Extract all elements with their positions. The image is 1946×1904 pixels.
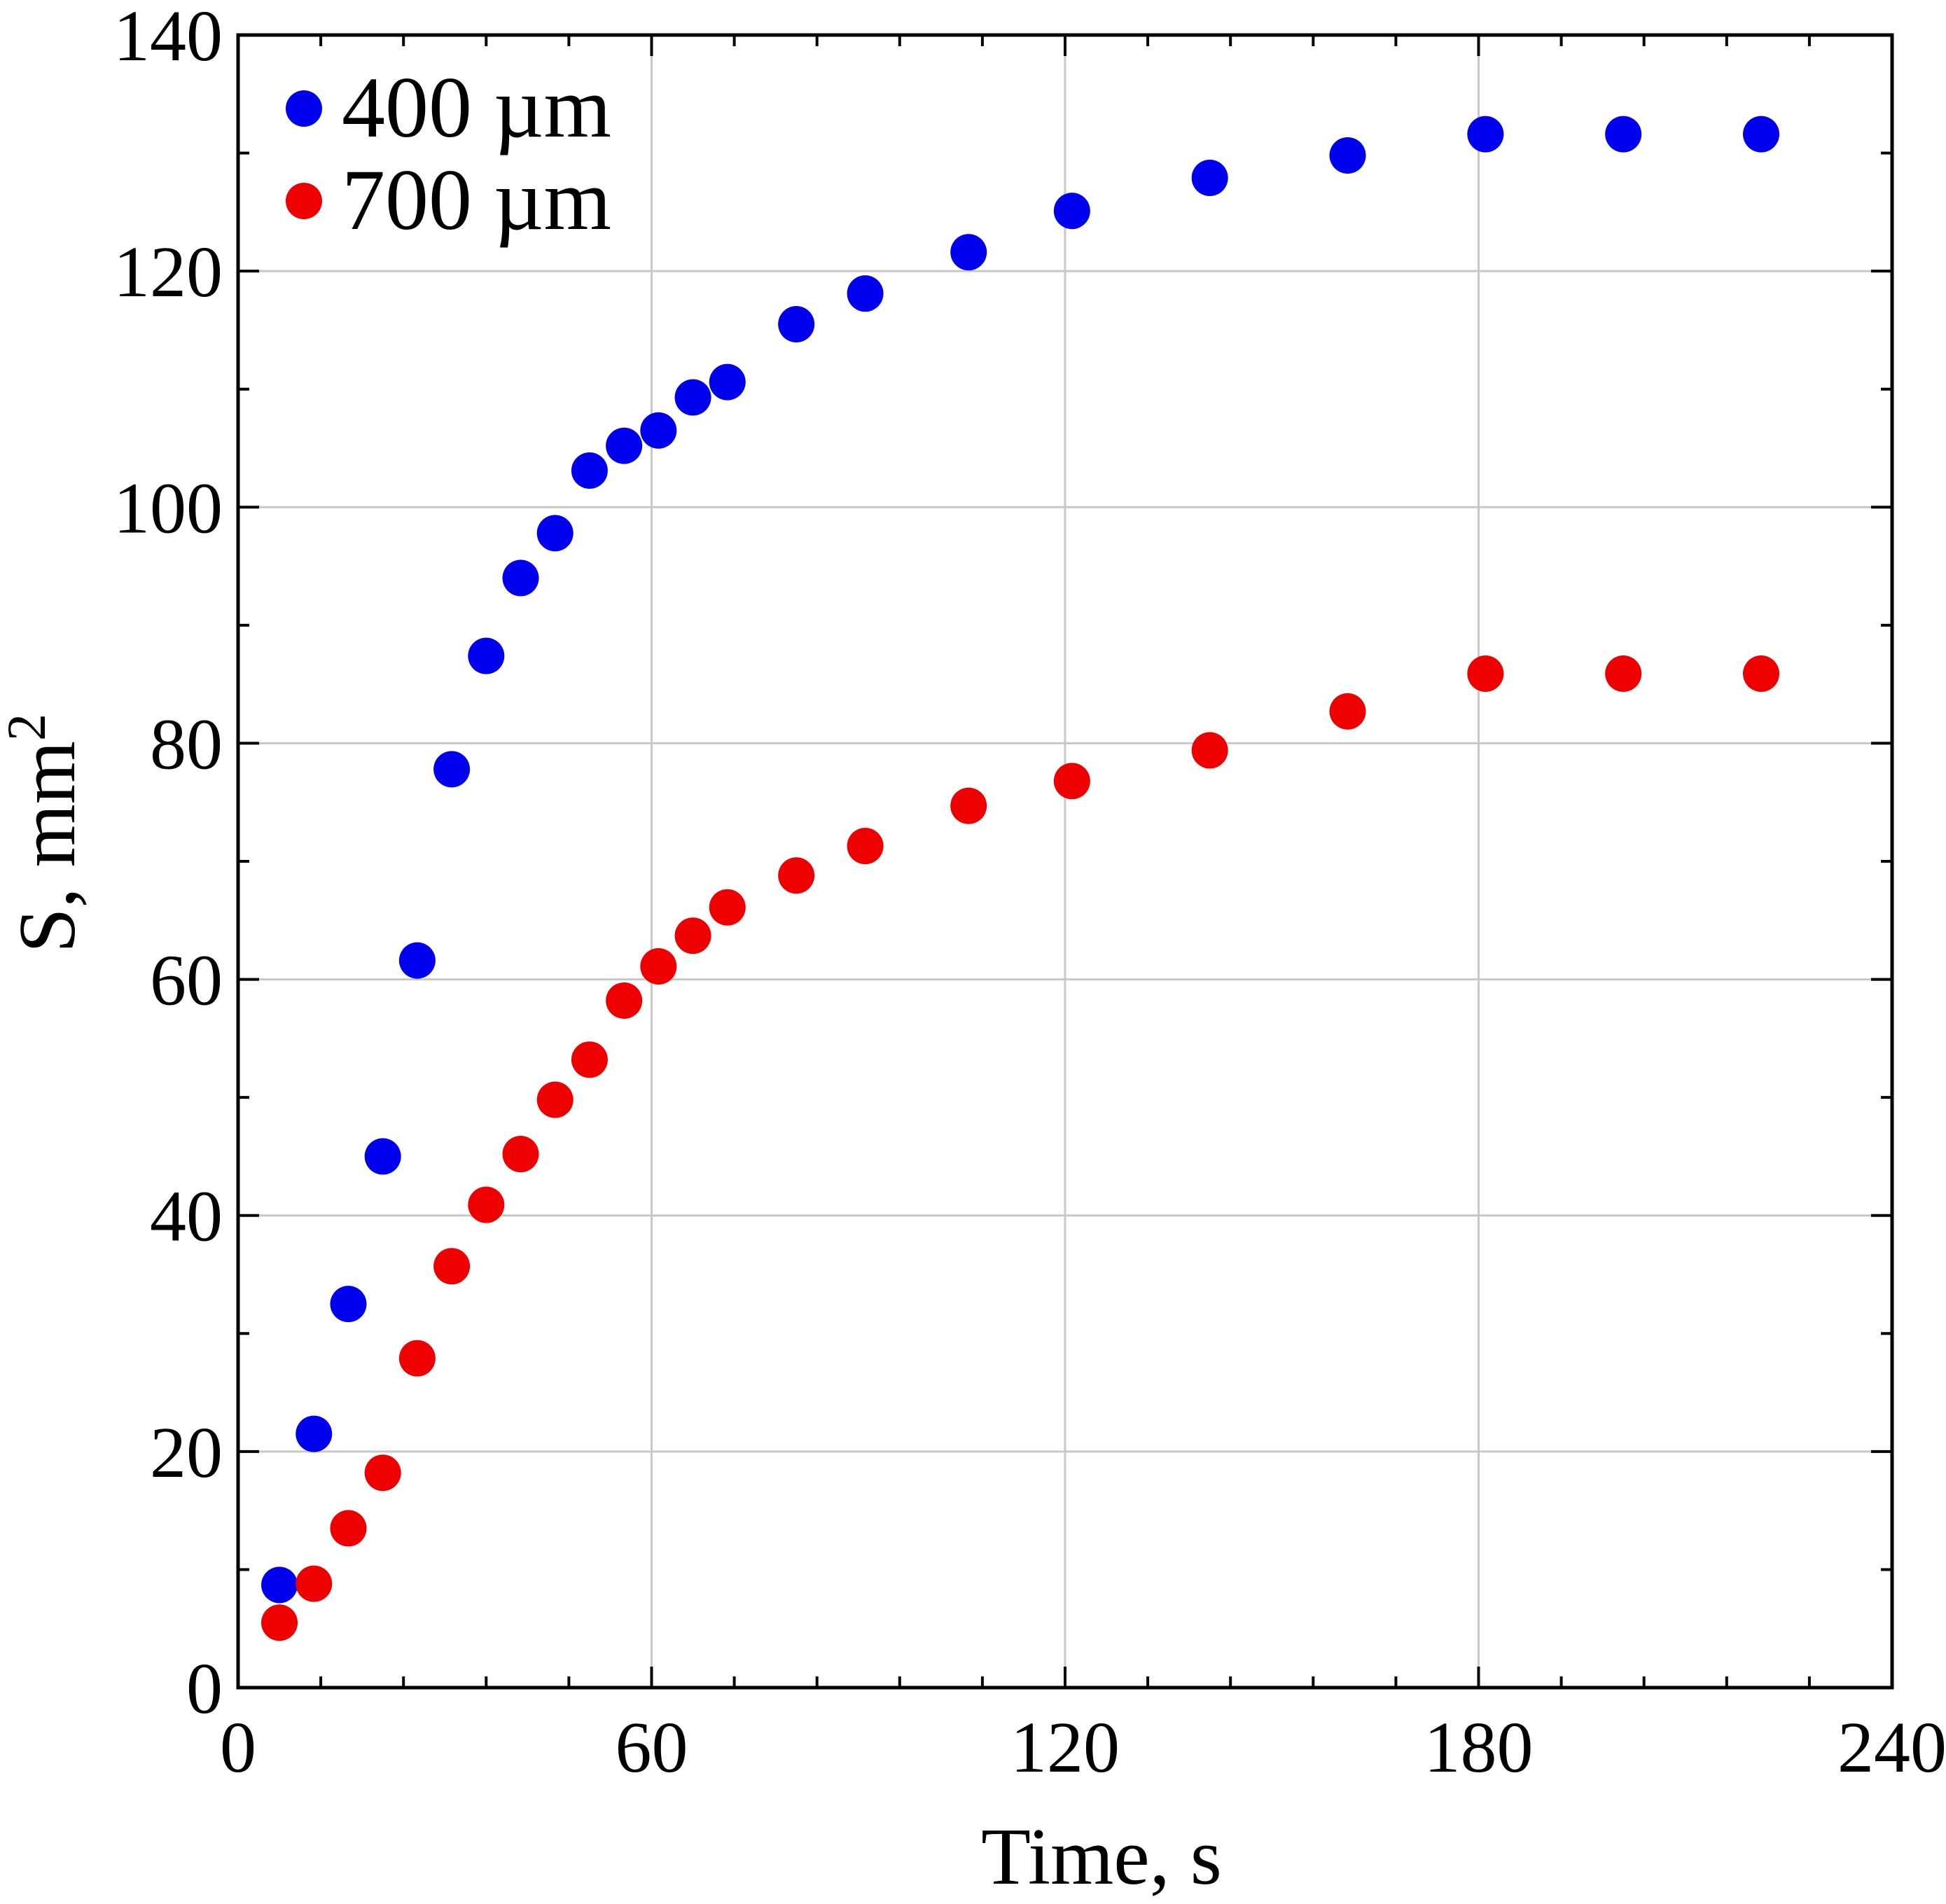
data-point <box>536 1081 574 1118</box>
data-point <box>1053 193 1090 230</box>
x-tick-label: 120 <box>1010 1707 1120 1788</box>
data-point <box>330 1286 367 1323</box>
data-point <box>606 982 643 1019</box>
data-point <box>571 1041 608 1078</box>
data-point <box>778 857 815 894</box>
data-point <box>606 427 643 464</box>
data-point <box>502 1136 539 1173</box>
y-tick-label: 80 <box>150 704 223 784</box>
x-tick-label: 180 <box>1424 1707 1534 1788</box>
axis-ticks <box>237 34 1893 1689</box>
data-point <box>674 917 711 954</box>
data-point <box>330 1510 367 1547</box>
x-tick-label: 240 <box>1837 1707 1946 1788</box>
data-point <box>296 1415 333 1452</box>
data-points <box>261 116 1780 1641</box>
y-tick-label: 20 <box>150 1412 223 1493</box>
data-point <box>296 1565 333 1602</box>
data-point <box>433 1248 471 1285</box>
x-axis-title: Time, s <box>981 1812 1222 1902</box>
legend-label-700um: 700 µm <box>342 152 611 248</box>
data-point <box>674 379 711 416</box>
data-point <box>502 560 539 597</box>
data-point <box>640 948 677 985</box>
tick-labels: 0 60 120 180 240 0 20 40 60 80 100 120 140 <box>113 0 1946 1788</box>
data-point <box>1467 655 1504 692</box>
data-point <box>468 1186 505 1223</box>
data-point <box>1605 655 1642 692</box>
y-tick-label: 40 <box>150 1176 223 1257</box>
data-point <box>640 412 677 449</box>
series-0 <box>261 116 1780 1604</box>
y-tick-label: 100 <box>113 468 223 548</box>
data-point <box>364 1454 401 1492</box>
data-point <box>261 1566 298 1604</box>
y-axis-title: S, mm2 <box>0 714 92 953</box>
data-point <box>950 787 987 824</box>
data-point <box>364 1138 401 1175</box>
data-point <box>1743 116 1780 153</box>
series-1 <box>261 655 1780 1641</box>
y-axis-title-text: S, mm <box>3 741 92 953</box>
legend-marker-700um <box>286 183 322 219</box>
data-point <box>778 306 815 342</box>
data-point <box>1191 732 1228 769</box>
data-point <box>398 942 436 979</box>
data-point <box>1329 137 1366 174</box>
data-point <box>1743 655 1780 692</box>
y-tick-label: 0 <box>186 1648 223 1729</box>
data-point <box>536 515 574 552</box>
data-point <box>468 637 505 674</box>
data-point <box>261 1604 298 1641</box>
data-point <box>709 889 746 926</box>
legend-marker-400um <box>286 90 322 127</box>
data-point <box>709 363 746 401</box>
data-point <box>847 828 884 865</box>
data-point <box>1467 116 1504 153</box>
data-point <box>1191 159 1228 196</box>
x-tick-label: 60 <box>616 1707 688 1788</box>
data-point <box>433 751 471 788</box>
data-point <box>1605 116 1642 153</box>
legend-label-400um: 400 µm <box>342 60 611 155</box>
data-point <box>847 275 884 312</box>
y-tick-label: 140 <box>113 0 223 76</box>
legend: 400 µm 700 µm <box>286 60 611 248</box>
data-point <box>1329 693 1366 730</box>
y-tick-label: 120 <box>113 232 223 312</box>
data-point <box>571 452 608 489</box>
data-point <box>950 234 987 271</box>
data-point <box>1053 763 1090 800</box>
y-axis-title-superscript: 2 <box>0 714 57 741</box>
y-tick-label: 60 <box>150 940 223 1021</box>
grid <box>238 35 1892 1688</box>
x-tick-label: 0 <box>220 1707 256 1788</box>
data-point <box>398 1340 436 1377</box>
